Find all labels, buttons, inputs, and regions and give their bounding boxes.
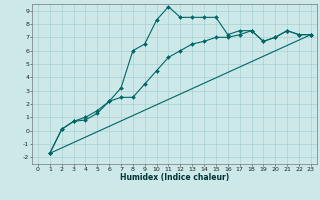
X-axis label: Humidex (Indice chaleur): Humidex (Indice chaleur)	[120, 173, 229, 182]
